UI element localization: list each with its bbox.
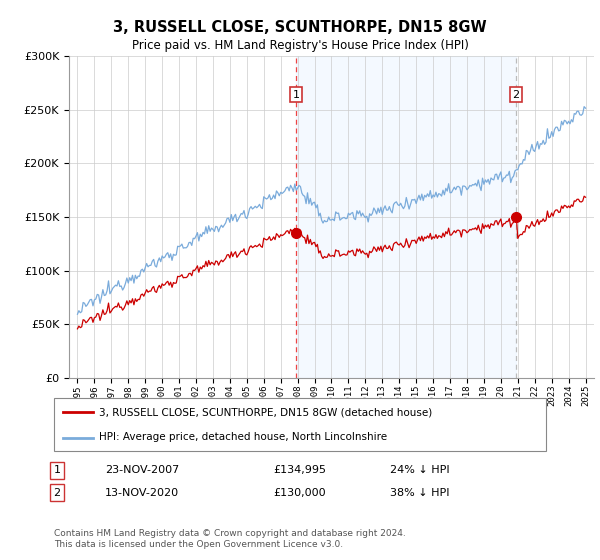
Bar [296, 56, 516, 378]
Text: 13-NOV-2020: 13-NOV-2020 [105, 488, 179, 498]
Text: £130,000: £130,000 [273, 488, 326, 498]
Text: 1: 1 [292, 90, 299, 100]
Text: 2: 2 [512, 90, 520, 100]
Text: 23-NOV-2007: 23-NOV-2007 [105, 465, 179, 475]
Text: HPI: Average price, detached house, North Lincolnshire: HPI: Average price, detached house, Nort… [99, 432, 387, 442]
Text: Contains HM Land Registry data © Crown copyright and database right 2024.
This d: Contains HM Land Registry data © Crown c… [54, 529, 406, 549]
Text: 24% ↓ HPI: 24% ↓ HPI [390, 465, 449, 475]
Text: 38% ↓ HPI: 38% ↓ HPI [390, 488, 449, 498]
Text: 3, RUSSELL CLOSE, SCUNTHORPE, DN15 8GW: 3, RUSSELL CLOSE, SCUNTHORPE, DN15 8GW [113, 20, 487, 35]
Text: 3, RUSSELL CLOSE, SCUNTHORPE, DN15 8GW (detached house): 3, RUSSELL CLOSE, SCUNTHORPE, DN15 8GW (… [99, 408, 432, 418]
Text: Price paid vs. HM Land Registry's House Price Index (HPI): Price paid vs. HM Land Registry's House … [131, 39, 469, 52]
Text: 1: 1 [53, 465, 61, 475]
Text: 2: 2 [53, 488, 61, 498]
Text: £134,995: £134,995 [273, 465, 326, 475]
